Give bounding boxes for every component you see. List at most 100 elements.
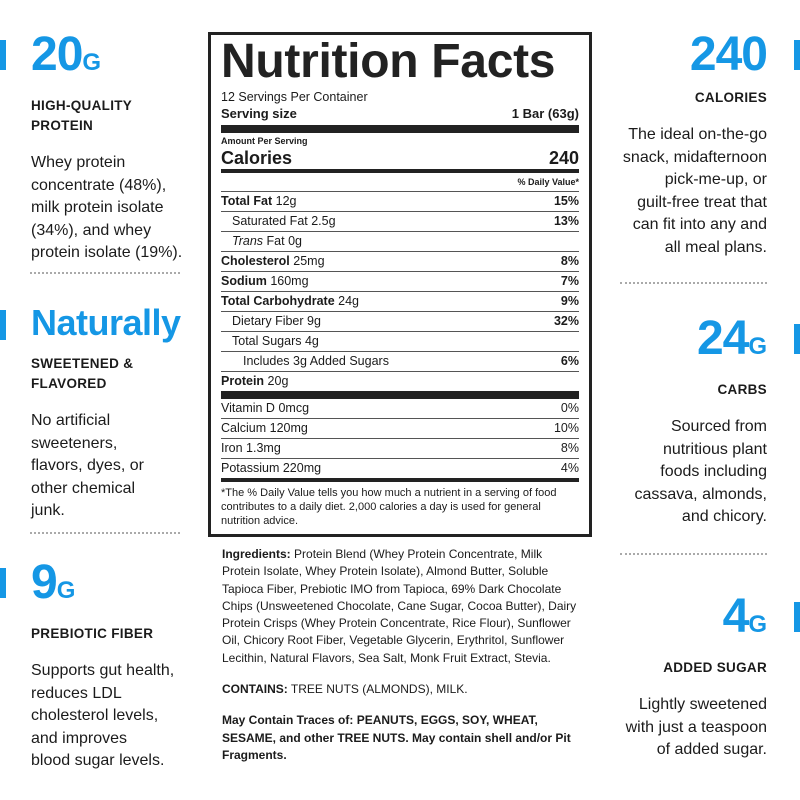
feature-text-line: sweeteners, xyxy=(31,434,118,452)
calories: Calories 240 xyxy=(221,147,579,173)
feature-text-line: (34%), and whey xyxy=(31,221,152,239)
feature-text-line: cholesterol levels, xyxy=(31,707,159,725)
ingredients: Ingredients: Protein Blend (Whey Protein… xyxy=(222,546,582,667)
nutrient-label: Protein xyxy=(221,374,265,388)
nutrient-row: Includes 3g Added Sugars 6% xyxy=(221,351,579,371)
vitamin-dv: 8% xyxy=(560,441,579,455)
separator xyxy=(620,282,767,284)
vitamin-label: Vitamin D xyxy=(221,401,275,415)
feature-text-line: junk. xyxy=(31,502,65,520)
nutrient-dv: 6% xyxy=(560,354,579,368)
feature-text-line: milk protein isolate xyxy=(31,199,164,217)
feature-panel: 20G HIGH-QUALITY PROTEIN Whey protein concen… xyxy=(31,30,231,265)
feature-text: Sourced from nutritious plant foods includ… xyxy=(577,416,767,529)
nutrient-dv: 13% xyxy=(553,214,579,228)
feature-text-line: reduces LDL xyxy=(31,684,122,702)
vitamin-dv: 4% xyxy=(560,461,579,475)
nutrient-dv: 8% xyxy=(560,254,579,268)
nutrient-name: Total Sugars 4g xyxy=(221,332,319,351)
vitamin-amount: 120mg xyxy=(269,421,308,435)
nutrient-dv: 9% xyxy=(560,294,579,308)
nutrient-label: Fat xyxy=(266,234,285,248)
serving-size: Serving size 1 Bar (63g) xyxy=(221,105,579,133)
feature-value: 4G xyxy=(577,592,767,650)
accent-bar xyxy=(794,324,800,354)
nutrient-name: Cholesterol 25mg xyxy=(221,252,325,271)
feature-unit: G xyxy=(748,611,767,638)
feature-label: CALORIES xyxy=(577,88,767,108)
feature-label-line: FLAVORED xyxy=(31,376,107,391)
vitamin-label: Calcium xyxy=(221,421,267,435)
feature-label-line: CALORIES xyxy=(694,90,767,105)
feature-label-line: PROTEIN xyxy=(31,118,94,133)
feature-value: 9G xyxy=(31,558,231,616)
serving-size-label: Serving size xyxy=(221,106,297,121)
nutrient-amount: 24g xyxy=(338,294,360,308)
feature-panel: 9G PREBIOTIC FIBER Supports gut health, red… xyxy=(31,558,231,773)
nutrient-name-italic: Trans xyxy=(232,234,264,248)
feature-number: 4 xyxy=(722,590,750,643)
accent-bar xyxy=(794,40,800,70)
feature-text: No artificial sweeteners, flavors, dyes, o… xyxy=(31,410,231,523)
accent-bar xyxy=(0,568,6,598)
nutrient-name: Sodium 160mg xyxy=(221,272,309,291)
feature-text: The ideal on-the-go snack, midafternoon pi… xyxy=(577,124,767,260)
feature-text-line: and chicory. xyxy=(681,508,767,526)
contains: CONTAINS: TREE NUTS (ALMONDS), MILK. xyxy=(222,681,582,698)
vitamin-dv: 0% xyxy=(560,401,579,415)
contains-label: CONTAINS: xyxy=(222,682,288,697)
nutrient-row: Saturated Fat 2.5g 13% xyxy=(221,211,579,231)
nutrient-amount: 0g xyxy=(288,234,302,248)
nutrient-name: Includes 3g Added Sugars xyxy=(221,352,389,371)
feature-text-line: cassava, almonds, xyxy=(634,485,767,503)
separator xyxy=(30,532,180,534)
nutrient-dv: 7% xyxy=(560,274,579,288)
vitamin-name: Iron 1.3mg xyxy=(221,439,281,458)
feature-text-line: Lightly sweetened xyxy=(638,696,767,713)
vitamin-name: Vitamin D 0mcg xyxy=(221,399,309,418)
nutrient-row: Dietary Fiber 9g 32% xyxy=(221,311,579,331)
nutrient-label: Total Fat xyxy=(221,194,273,208)
feature-number: 20 xyxy=(31,28,83,81)
ingredients-label: Ingredients: xyxy=(222,547,291,561)
feature-text-line: No artificial xyxy=(31,412,111,429)
amount-per-serving: Amount Per Serving xyxy=(221,136,308,146)
feature-text-line: protein isolate (19%). xyxy=(31,244,183,262)
vitamin-row: Potassium 220mg 4% xyxy=(221,458,579,478)
separator xyxy=(30,272,180,274)
accent-bar xyxy=(0,40,6,70)
nutrient-dv: 32% xyxy=(553,314,579,328)
nutrient-row: Protein 20g xyxy=(221,371,579,391)
feature-number: Naturally xyxy=(31,302,181,343)
nutrient-row: Total Fat 12g 15% xyxy=(221,191,579,211)
vitamin-dv: 10% xyxy=(553,421,579,435)
feature-number: 240 xyxy=(689,28,768,81)
feature-label: HIGH-QUALITY PROTEIN xyxy=(31,96,231,136)
nutrient-row: Total Carbohydrate 24g 9% xyxy=(221,291,579,311)
feature-text-line: The ideal on-the-go xyxy=(628,126,767,143)
accent-bar xyxy=(0,310,6,340)
feature-value: 20G xyxy=(31,30,231,88)
feature-text-line: of added sugar. xyxy=(656,741,767,759)
feature-label-line: PREBIOTIC FIBER xyxy=(31,626,154,641)
nutrient-amount: 25mg xyxy=(293,254,325,268)
feature-text: Supports gut health, reduces LDL cholester… xyxy=(31,660,231,773)
feature-label-line: HIGH-QUALITY xyxy=(31,98,133,113)
nutrient-label: Saturated Fat xyxy=(232,214,308,228)
feature-label: SWEETENED & FLAVORED xyxy=(31,354,231,394)
feature-unit: G xyxy=(56,577,76,604)
feature-text-line: foods including xyxy=(660,463,767,481)
nutrient-label: Sodium xyxy=(221,274,267,288)
vitamin-amount: 220mg xyxy=(282,461,322,475)
vitamin-name: Calcium 120mg xyxy=(221,419,308,438)
feature-text-line: snack, midafternoon xyxy=(622,148,767,166)
feature-text-line: Sourced from xyxy=(670,418,767,435)
feature-label-line: ADDED SUGAR xyxy=(663,660,767,675)
feature-text-line: Supports gut health, xyxy=(31,662,175,679)
nutrient-row: Total Sugars 4g xyxy=(221,331,579,351)
nutrient-amount: 9g xyxy=(307,314,321,328)
nutrient-row: Trans Fat 0g xyxy=(221,231,579,251)
servings: 12 Servings Per Container xyxy=(221,90,368,104)
feature-label: PREBIOTIC FIBER xyxy=(31,624,231,644)
nutrient-dv: 15% xyxy=(553,194,579,208)
